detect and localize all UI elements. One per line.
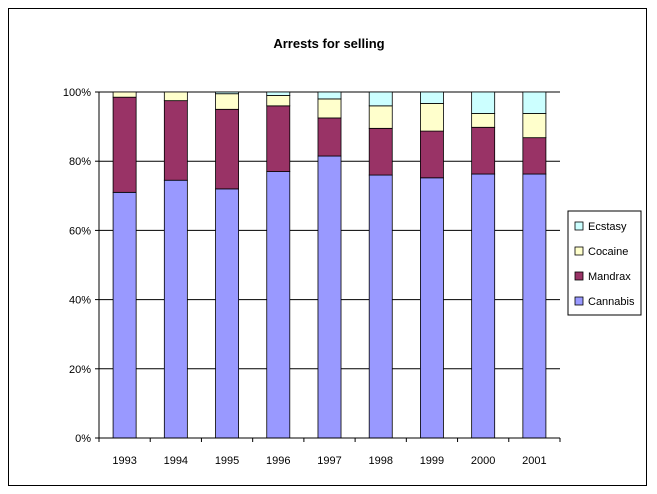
bar-segment-cannabis-1998: [368, 174, 393, 439]
bar-segment-cannabis-1996: [266, 171, 291, 439]
bar-segment-cannabis-1995: [215, 188, 239, 439]
chart-frame: Arrests for selling 0% 20% 40% 60% 80% 100% 19…: [8, 8, 647, 486]
y-tick-label: 0%: [75, 433, 91, 445]
bar-segment-ecstasy-1998: [368, 91, 393, 107]
bars: [112, 91, 547, 439]
legend-label-mandrax: Mandrax: [588, 271, 631, 283]
x-tick-label: 1998: [368, 455, 392, 467]
bar-segment-cocaine-1994: [163, 91, 188, 102]
x-tick-label: 1995: [215, 455, 239, 467]
bar-segment-mandrax-1994: [163, 100, 188, 181]
x-tick-label: 1993: [112, 455, 136, 467]
legend-swatch-mandrax: [574, 271, 584, 281]
bar-segment-mandrax-2000: [471, 126, 496, 175]
bar-segment-mandrax-1999: [420, 130, 444, 179]
bar-segment-cocaine-1995: [215, 93, 239, 110]
bar-segment-cannabis-2001: [522, 173, 547, 439]
y-tick-label: 100%: [63, 87, 91, 99]
bar-segment-cannabis-1993: [112, 191, 137, 439]
axes: 0% 20% 40% 60% 80% 100% 1993 1994 1995 1996 1997 19…: [63, 87, 561, 467]
x-tick-label: 2000: [471, 455, 495, 467]
chart-canvas: Arrests for selling 0% 20% 40% 60% 80% 100% 19…: [63, 36, 642, 467]
x-tick-label: 1999: [420, 455, 444, 467]
bar-segment-cannabis-1994: [163, 179, 188, 439]
bar-segment-ecstasy-1997: [317, 91, 342, 100]
legend-label-cocaine: Cocaine: [588, 246, 628, 258]
x-tick-label: 1996: [266, 455, 290, 467]
bar-segment-cannabis-2000: [471, 173, 496, 439]
legend-swatch-cocaine: [574, 246, 584, 256]
bar-segment-cocaine-1996: [266, 95, 291, 107]
x-tick-label: 1994: [164, 455, 188, 467]
legend-label-cannabis: Cannabis: [588, 296, 635, 308]
bar-segment-cocaine-1997: [317, 98, 342, 119]
bar-segment-cocaine-1998: [368, 105, 393, 129]
y-tick-label: 40%: [69, 295, 91, 307]
bar-segment-cocaine-2000: [471, 113, 496, 128]
bar-segment-cocaine-2001: [522, 113, 547, 139]
legend-swatch-ecstasy: [574, 221, 584, 231]
bar-segment-cannabis-1997: [317, 155, 342, 439]
bar-segment-ecstasy-1999: [420, 91, 444, 104]
bar-segment-ecstasy-2001: [522, 91, 547, 114]
bar-segment-mandrax-1997: [317, 117, 342, 157]
legend: Ecstasy Cocaine Mandrax Cannabis: [567, 210, 642, 316]
bar-segment-cannabis-1999: [420, 177, 444, 439]
legend-label-ecstasy: Ecstasy: [588, 221, 627, 233]
x-tick-label: 1997: [317, 455, 341, 467]
bar-segment-mandrax-1996: [266, 105, 291, 172]
bar-segment-ecstasy-1995: [215, 91, 239, 95]
bar-segment-cocaine-1999: [420, 103, 444, 132]
bar-segment-mandrax-1995: [215, 108, 239, 190]
chart-title: Arrests for selling: [273, 36, 384, 51]
bar-segment-ecstasy-1996: [266, 91, 291, 96]
legend-swatch-cannabis: [574, 296, 584, 306]
y-tick-label: 80%: [69, 156, 91, 168]
bar-segment-cocaine-1993: [112, 91, 137, 98]
bar-segment-mandrax-1998: [368, 127, 393, 176]
bar-segment-ecstasy-2000: [471, 91, 496, 114]
y-tick-label: 60%: [69, 225, 91, 237]
x-tick-label: 2001: [522, 455, 546, 467]
y-tick-label: 20%: [69, 364, 91, 376]
bar-segment-mandrax-1993: [112, 96, 137, 193]
bar-segment-mandrax-2001: [522, 137, 547, 175]
